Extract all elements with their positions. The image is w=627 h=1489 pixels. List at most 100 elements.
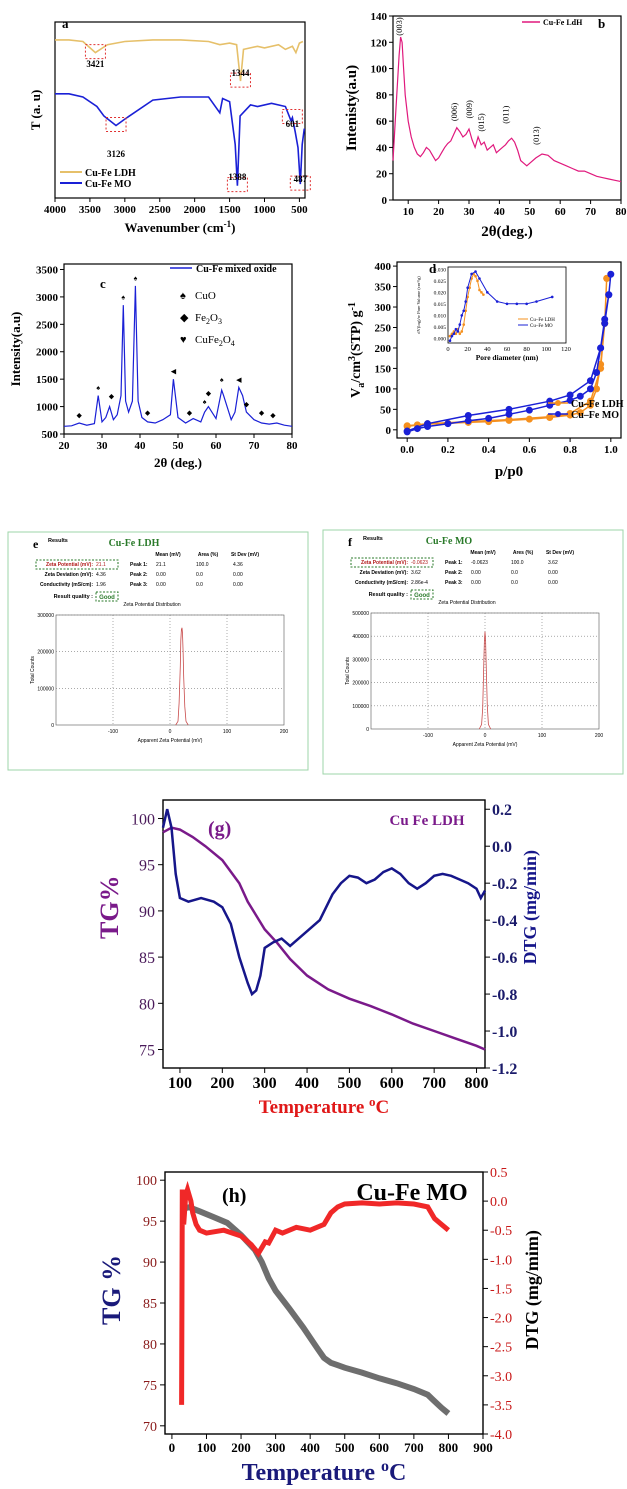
dtg-curve [179,1180,451,1405]
legend-label: Cu-Fe LDH [85,168,136,179]
inset-point [460,330,464,333]
peak-mean: 0.00 [471,570,481,576]
peak-name: Peak 1: [445,560,463,566]
inset-point [450,332,454,336]
legend-marker [555,411,561,417]
x-tick-label: 20 [59,440,71,452]
distribution-line [175,627,189,726]
y-tick-left-label: 100 [136,1174,157,1189]
y-tick-right-label: -0.8 [492,987,517,1004]
phase-marker: ◆ [77,412,83,420]
row-value: 2.86e-4 [411,580,428,586]
y-tick-label: 200000 [37,650,54,656]
tg-curve [181,1204,451,1416]
inset-x-tick-label: 0 [446,346,449,353]
peak-label: (009) [464,100,474,119]
x-tick-label: -100 [423,733,433,739]
y-tick-label: 200000 [352,681,369,687]
y-axis-label: Intenisty(a.u) [344,65,360,151]
peak-area: 100.0 [511,560,524,566]
table-header: St Dev (mV) [546,550,574,556]
results-heading: Results [363,536,383,542]
y-tick-left-label: 85 [139,950,155,967]
annotation-box [281,109,303,125]
peak-sd: 0.00 [233,572,243,578]
panel-title: Cu-Fe MO [356,1180,467,1206]
data-point [586,385,594,393]
y-tick-label: 500000 [352,611,369,617]
y-tick-label: 300000 [352,657,369,663]
inset-point [456,330,460,333]
row-value: 21.1 [96,562,106,568]
inset-legend-label: Cu–Fe MO [530,324,553,329]
phase-marker: ◆ [187,409,193,417]
peak-sd: 0.00 [233,582,243,588]
data-point [576,409,584,417]
row-label: Zeta Potential (mV): [361,560,408,566]
data-point [566,391,574,399]
annotation-box [226,177,248,193]
peak-mean: 0.00 [156,582,166,588]
inset-x-tick-label: 100 [541,346,551,353]
peak-sd: 0.00 [548,570,558,576]
x-tick-label: -100 [108,729,118,735]
peak-area: 0.0 [511,580,518,586]
y-tick-left-label: 85 [143,1297,157,1312]
legend-label: Cu–Fe LDH [571,399,624,410]
panel-title: Cu Fe LDH [390,813,465,829]
inset-point [464,300,468,303]
panel-c-frame [63,263,293,435]
phase-marker: ◀ [171,368,177,376]
inset-point [458,332,462,336]
inset-point [478,288,481,292]
y-tick-left-label: 90 [139,904,155,921]
x-tick-label: 800 [439,1440,459,1455]
inset-x-tick-label: 80 [523,346,530,353]
inset-x-tick-label: 120 [561,346,571,353]
panel-letter: d [429,261,437,276]
panel-letter: f [348,535,353,549]
y-axis-label: Intensity(a.u) [8,312,23,387]
x-tick-label: 4000 [44,204,67,216]
y-axis-right-label: DTG (mg/min) [520,850,541,965]
phase-marker: ♠ [134,274,138,282]
peak-sd: 0.00 [548,580,558,586]
legend-label: Cu-Fe MO [85,179,132,190]
inset-x-tick-label: 20 [464,346,471,353]
data-point [485,414,493,422]
panel-letter: (h) [222,1185,246,1207]
inset-point [462,323,466,326]
inset-point [495,300,499,303]
quality-box [410,589,434,600]
x-tick-label: 100 [168,1075,192,1092]
x-tick-label: 200 [280,729,289,735]
inset-point [478,277,481,280]
peak-label: (003) [394,17,404,36]
x-tick-label: 80 [287,440,299,452]
inset-x-label: Pore diameter (nm) [476,353,539,362]
x-tick-label: 3500 [79,204,102,216]
y-tick-right-label: -0.4 [492,913,517,930]
phase-symbol: ◆ [180,312,189,324]
y-tick-right-label: -1.5 [490,1282,512,1297]
y-tick-right-label: -1.0 [490,1253,512,1268]
inset-y-tick-label: 0.010 [434,313,447,319]
dtg-curve [161,808,487,997]
inset-point [450,334,454,338]
x-tick-label: 200 [210,1075,234,1092]
peak-mean: 0.00 [471,580,481,586]
data-point [601,315,609,323]
inset-point [466,286,469,290]
inset-point [476,279,479,283]
x-tick-label: 20 [433,206,445,218]
y-tick-left-label: 75 [143,1379,157,1394]
y-tick-label: 20 [376,169,388,181]
data-point [576,392,584,400]
row-label: Conductivity (mS/cm): [355,580,408,586]
y-tick-label: 120 [371,37,388,49]
panel-title: Cu-Fe MO [426,536,473,547]
inset-point [474,274,477,278]
panel-letter: a [62,16,69,31]
row-value: -0.0623 [411,560,428,566]
y-axis-left-label: TG% [95,875,124,939]
